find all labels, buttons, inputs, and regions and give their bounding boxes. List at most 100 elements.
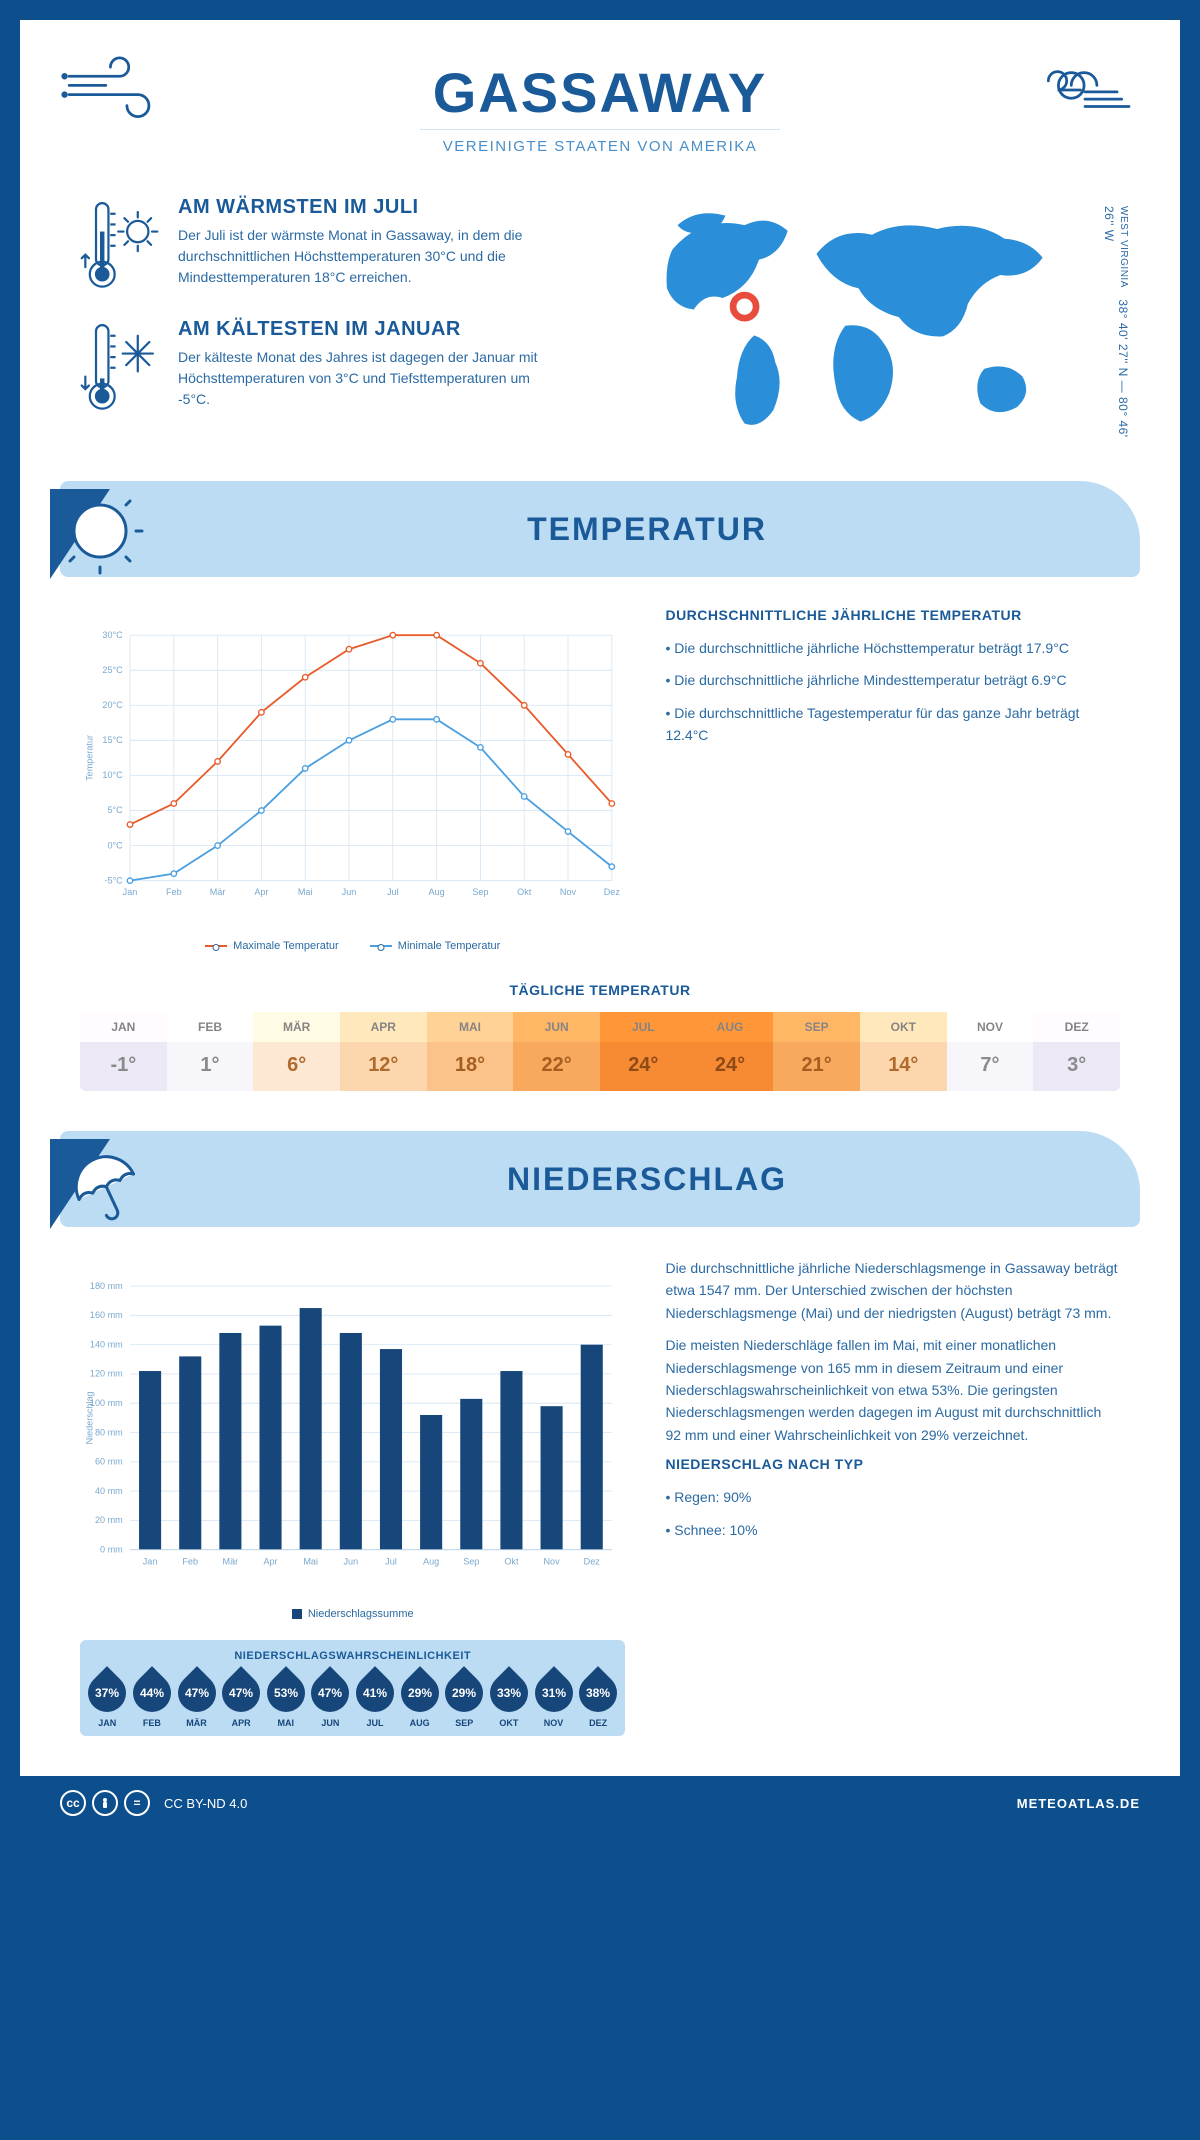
svg-text:20 mm: 20 mm — [95, 1515, 123, 1525]
prob-drop: 47%APR — [220, 1670, 263, 1728]
prob-drop: 47%JUN — [309, 1670, 352, 1728]
temperature-banner: TEMPERATUR — [60, 481, 1140, 577]
thermometer-hot-icon — [80, 196, 160, 294]
svg-text:Jul: Jul — [385, 1556, 397, 1566]
daily-temp-title: TÄGLICHE TEMPERATUR — [20, 982, 1180, 998]
month-header: MÄR — [253, 1012, 340, 1042]
cc-icon: cc — [60, 1790, 86, 1816]
nd-icon: = — [124, 1790, 150, 1816]
month-header: DEZ — [1033, 1012, 1120, 1042]
temp-bullet: • Die durchschnittliche jährliche Mindes… — [665, 669, 1120, 691]
month-value: 7° — [947, 1042, 1034, 1091]
fact-cold-title: AM KÄLTESTEN IM JANUAR — [178, 318, 558, 341]
precip-p1: Die durchschnittliche jährliche Niedersc… — [665, 1257, 1120, 1324]
month-value: 6° — [253, 1042, 340, 1091]
sun-icon — [50, 489, 160, 569]
svg-text:Okt: Okt — [504, 1556, 519, 1566]
legend-max: Maximale Temperatur — [233, 940, 339, 952]
precip-type-heading: NIEDERSCHLAG NACH TYP — [665, 1456, 1120, 1472]
month-header: APR — [340, 1012, 427, 1042]
svg-text:0 mm: 0 mm — [100, 1544, 123, 1554]
svg-text:60 mm: 60 mm — [95, 1457, 123, 1467]
month-header: JUL — [600, 1012, 687, 1042]
svg-text:10°C: 10°C — [102, 770, 123, 780]
svg-text:Aug: Aug — [423, 1556, 439, 1566]
fact-warm-title: AM WÄRMSTEN IM JULI — [178, 196, 558, 219]
wind-icon-left — [60, 50, 170, 130]
precip-chart: 0 mm 20 mm 40 mm 60 mm 80 mm 100 mm 120 mm 140 … — [80, 1257, 625, 1736]
svg-text:120 mm: 120 mm — [90, 1369, 123, 1379]
temp-legend: Maximale Temperatur Minimale Temperatur — [80, 938, 625, 952]
infographic-page: GASSAWAY VEREINIGTE STAATEN VON AMERIKA — [20, 20, 1180, 1830]
precip-probability-box: NIEDERSCHLAGSWAHRSCHEINLICHKEIT 37%JAN44… — [80, 1640, 625, 1736]
svg-text:Jan: Jan — [123, 887, 138, 897]
precip-legend: Niederschlagssumme — [80, 1608, 625, 1622]
svg-text:Temperatur: Temperatur — [85, 735, 95, 781]
month-value: 24° — [600, 1042, 687, 1091]
svg-text:Jun: Jun — [342, 887, 357, 897]
month-value: -1° — [80, 1042, 167, 1091]
month-header: AUG — [687, 1012, 774, 1042]
fact-warm-text: Der Juli ist der wärmste Monat in Gassaw… — [178, 225, 558, 288]
svg-text:5°C: 5°C — [107, 805, 123, 815]
header: GASSAWAY VEREINIGTE STAATEN VON AMERIKA — [20, 20, 1180, 186]
prob-drop: 41%JUL — [354, 1670, 397, 1728]
map-column: WEST VIRGINIA 38° 40' 27'' N — 80° 46' 2… — [620, 196, 1120, 451]
temperature-chart: -5°C0°C5°C10°C15°C20°C25°C30°CJanFebMärA… — [80, 607, 625, 952]
svg-text:Mai: Mai — [303, 1556, 318, 1566]
svg-text:Dez: Dez — [604, 887, 621, 897]
svg-text:Sep: Sep — [472, 887, 488, 897]
region-text: WEST VIRGINIA — [1118, 206, 1129, 288]
page-subtitle: VEREINIGTE STAATEN VON AMERIKA — [420, 129, 780, 155]
svg-text:140 mm: 140 mm — [90, 1339, 123, 1349]
svg-text:Sep: Sep — [463, 1556, 479, 1566]
svg-text:Jan: Jan — [143, 1556, 158, 1566]
month-header: OKT — [860, 1012, 947, 1042]
precip-p2: Die meisten Niederschläge fallen im Mai,… — [665, 1334, 1120, 1446]
svg-text:Aug: Aug — [429, 887, 445, 897]
svg-text:0°C: 0°C — [107, 840, 123, 850]
prob-drop: 33%OKT — [488, 1670, 531, 1728]
month-value: 18° — [427, 1042, 514, 1091]
prob-drop: 29%SEP — [443, 1670, 486, 1728]
svg-text:100 mm: 100 mm — [90, 1398, 123, 1408]
svg-text:180 mm: 180 mm — [90, 1281, 123, 1291]
month-header: JAN — [80, 1012, 167, 1042]
month-value: 12° — [340, 1042, 427, 1091]
prob-drop: 53%MAI — [264, 1670, 307, 1728]
month-value: 3° — [1033, 1042, 1120, 1091]
month-header: NOV — [947, 1012, 1034, 1042]
temperature-chart-row: -5°C0°C5°C10°C15°C20°C25°C30°CJanFebMärA… — [20, 577, 1180, 962]
precip-legend-label: Niederschlagssumme — [308, 1608, 414, 1620]
svg-text:40 mm: 40 mm — [95, 1486, 123, 1496]
legend-min: Minimale Temperatur — [398, 940, 501, 952]
location-marker-icon — [733, 295, 756, 318]
fact-coldest: AM KÄLTESTEN IM JANUAR Der kälteste Mona… — [80, 318, 590, 416]
svg-text:Apr: Apr — [263, 1556, 277, 1566]
month-header: MAI — [427, 1012, 514, 1042]
svg-text:80 mm: 80 mm — [95, 1427, 123, 1437]
precip-desc: Die durchschnittliche jährliche Niedersc… — [665, 1257, 1120, 1736]
precip-type-bullet: • Regen: 90% — [665, 1486, 1120, 1508]
month-value: 21° — [773, 1042, 860, 1091]
page-title: GASSAWAY — [60, 60, 1140, 125]
license-text: CC BY-ND 4.0 — [164, 1796, 247, 1811]
month-header: FEB — [167, 1012, 254, 1042]
site-name: METEOATLAS.DE — [1017, 1796, 1140, 1811]
prob-title: NIEDERSCHLAGSWAHRSCHEINLICHKEIT — [86, 1650, 619, 1662]
svg-text:15°C: 15°C — [102, 735, 123, 745]
world-map-icon — [620, 196, 1080, 446]
svg-text:Okt: Okt — [517, 887, 532, 897]
umbrella-icon — [50, 1139, 160, 1219]
month-value: 22° — [513, 1042, 600, 1091]
thermometer-cold-icon — [80, 318, 160, 416]
month-header: SEP — [773, 1012, 860, 1042]
svg-text:30°C: 30°C — [102, 630, 123, 640]
temp-desc-heading: DURCHSCHNITTLICHE JÄHRLICHE TEMPERATUR — [665, 607, 1120, 623]
svg-text:Nov: Nov — [560, 887, 577, 897]
prob-drop: 44%FEB — [131, 1670, 174, 1728]
svg-text:-5°C: -5°C — [104, 875, 123, 885]
temperature-desc: DURCHSCHNITTLICHE JÄHRLICHE TEMPERATUR •… — [665, 607, 1120, 952]
svg-text:25°C: 25°C — [102, 665, 123, 675]
svg-text:Mai: Mai — [298, 887, 313, 897]
